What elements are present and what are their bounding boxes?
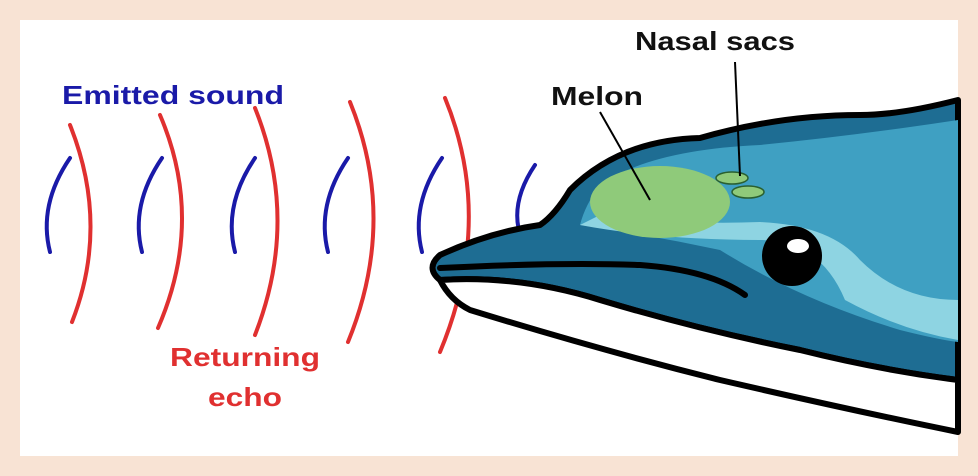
eye	[762, 226, 822, 286]
nasal-sac	[732, 186, 764, 198]
label: echo	[208, 382, 282, 412]
label: Returning	[170, 342, 320, 372]
nasal-sac	[716, 172, 748, 184]
eye-highlight	[787, 239, 809, 253]
label: Nasal sacs	[635, 26, 795, 56]
label: Emitted sound	[62, 80, 284, 110]
melon	[590, 166, 730, 238]
page: Emitted sound Nasal sacs Melon Returning…	[0, 0, 978, 476]
label: Melon	[551, 81, 643, 111]
diagram: Emitted sound Nasal sacs Melon Returning…	[0, 0, 978, 476]
